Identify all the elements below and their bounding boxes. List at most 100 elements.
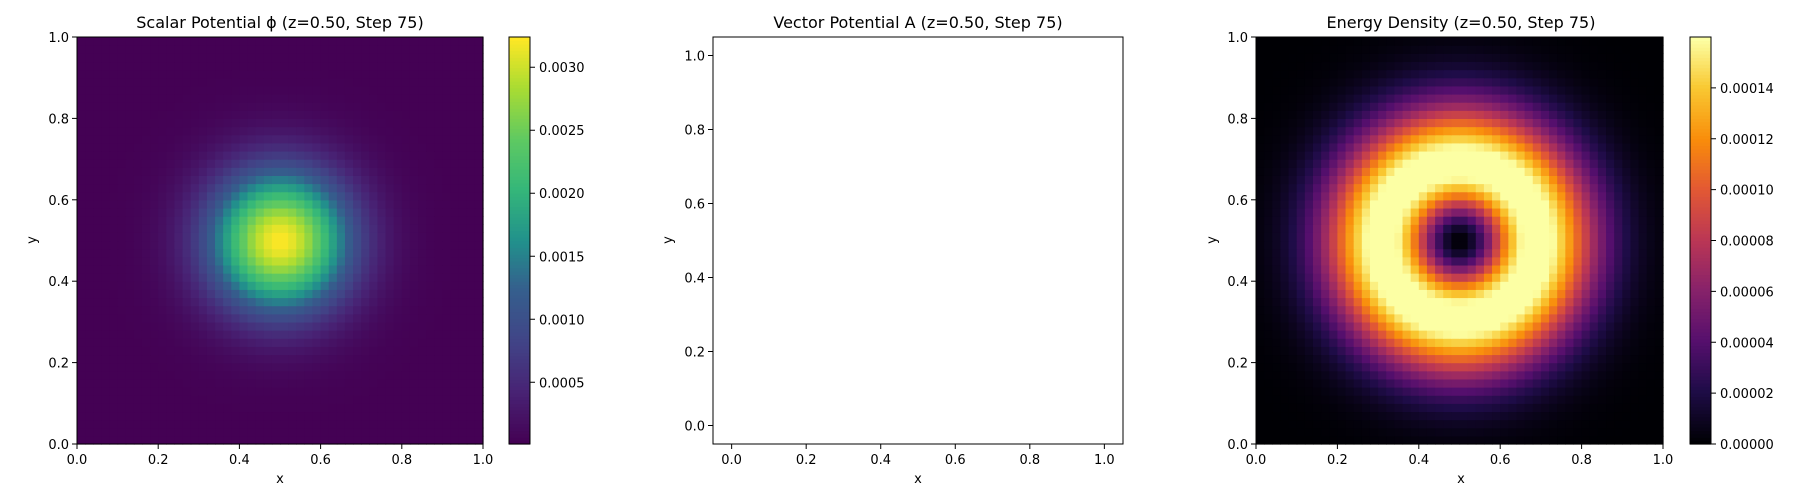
heatmap-cell: [1492, 126, 1501, 136]
heatmap-cell: [1492, 419, 1501, 429]
heatmap-cell: [271, 281, 281, 290]
heatmap-cell: [125, 69, 135, 79]
heatmap-cell: [1549, 313, 1558, 323]
heatmap-cell: [1426, 142, 1436, 152]
heatmap-cell: [418, 85, 427, 95]
heatmap-cell: [393, 126, 403, 136]
heatmap-cell: [1272, 216, 1282, 225]
heatmap-cell: [393, 289, 403, 299]
heatmap-cell: [328, 370, 338, 380]
heatmap-cell: [426, 175, 435, 185]
heatmap-cell: [1394, 427, 1404, 437]
heatmap-cell: [1272, 435, 1282, 445]
heatmap-cell: [385, 85, 395, 95]
heatmap-cell: [458, 134, 468, 144]
colorbar-segment: [509, 67, 530, 72]
heatmap-cell: [215, 403, 224, 413]
heatmap-cell: [1573, 411, 1583, 421]
heatmap-cell: [1353, 435, 1363, 445]
heatmap-cell: [328, 256, 338, 266]
colorbar-segment: [509, 189, 530, 194]
heatmap-cell: [1304, 395, 1314, 404]
heatmap-cell: [1386, 346, 1395, 356]
heatmap-cell: [353, 403, 362, 413]
y-tick-label: 1.0: [684, 50, 705, 65]
heatmap-cell: [174, 419, 184, 429]
heatmap-cell: [369, 378, 379, 388]
heatmap-cell: [239, 207, 249, 217]
heatmap-cell: [133, 338, 143, 347]
heatmap-cell: [1443, 256, 1452, 266]
heatmap-cell: [1614, 395, 1623, 404]
heatmap-cell: [1483, 378, 1493, 388]
heatmap-cell: [1573, 102, 1583, 111]
heatmap-cell: [1402, 248, 1412, 258]
heatmap-cell: [1337, 216, 1347, 225]
heatmap-cell: [1500, 427, 1509, 437]
y-tick-label: 0.0: [684, 420, 705, 435]
heatmap-cell: [312, 191, 322, 201]
heatmap-cell: [458, 264, 468, 274]
heatmap-cell: [1312, 232, 1322, 242]
heatmap-cell: [1329, 297, 1338, 307]
heatmap-cell: [434, 37, 443, 46]
heatmap-cell: [150, 411, 159, 421]
heatmap-cell: [1304, 69, 1314, 79]
heatmap-cell: [85, 281, 94, 290]
heatmap-cell: [1329, 85, 1338, 95]
heatmap-cell: [1386, 330, 1395, 339]
heatmap-cell: [296, 403, 305, 413]
heatmap-cell: [393, 387, 403, 396]
heatmap-cell: [1256, 403, 1265, 413]
heatmap-cell: [1622, 93, 1632, 103]
heatmap-cell: [1622, 378, 1632, 388]
heatmap-cell: [280, 110, 289, 119]
heatmap-cell: [418, 370, 427, 380]
heatmap-cell: [385, 370, 395, 380]
heatmap-cell: [1329, 183, 1338, 193]
colorbar-segment: [509, 94, 530, 99]
heatmap-cell: [125, 370, 135, 380]
colorbar-segment: [509, 406, 530, 411]
heatmap-cell: [1418, 85, 1428, 95]
heatmap-cell: [198, 354, 208, 364]
heatmap-cell: [1280, 77, 1290, 87]
heatmap-cell: [1410, 403, 1420, 413]
heatmap-cell: [182, 281, 192, 290]
heatmap-cell: [1312, 175, 1322, 185]
heatmap-cell: [466, 159, 476, 168]
heatmap-cell: [1540, 102, 1550, 111]
heatmap-cell: [174, 273, 184, 282]
heatmap-cell: [361, 403, 370, 413]
heatmap-cell: [1353, 321, 1363, 331]
heatmap-cell: [288, 273, 297, 282]
heatmap-cell: [239, 330, 249, 339]
heatmap-cell: [133, 378, 143, 388]
heatmap-cell: [320, 273, 330, 282]
heatmap-cell: [280, 338, 289, 347]
heatmap-cell: [239, 281, 249, 290]
colorbar-segment: [509, 291, 530, 296]
heatmap-cell: [1304, 240, 1314, 250]
heatmap-cell: [1345, 85, 1355, 95]
heatmap-cell: [247, 232, 257, 242]
heatmap-cell: [474, 126, 484, 136]
heatmap-cell: [1638, 232, 1648, 242]
heatmap-cell: [182, 362, 192, 372]
heatmap-cell: [1435, 183, 1444, 193]
heatmap-cell: [1565, 126, 1575, 136]
heatmap-cell: [377, 150, 387, 160]
heatmap-cell: [109, 403, 119, 413]
heatmap-cell: [280, 297, 289, 307]
heatmap-cell: [1378, 330, 1387, 339]
heatmap-cell: [1443, 321, 1452, 331]
heatmap-cell: [1394, 330, 1404, 339]
heatmap-cell: [1288, 240, 1298, 250]
heatmap-cell: [1418, 240, 1428, 250]
heatmap-cell: [117, 232, 127, 242]
heatmap-cell: [182, 264, 192, 274]
heatmap-cell: [1329, 110, 1338, 119]
heatmap-cell: [141, 346, 151, 356]
heatmap-cell: [304, 346, 314, 356]
heatmap-cell: [150, 264, 159, 274]
